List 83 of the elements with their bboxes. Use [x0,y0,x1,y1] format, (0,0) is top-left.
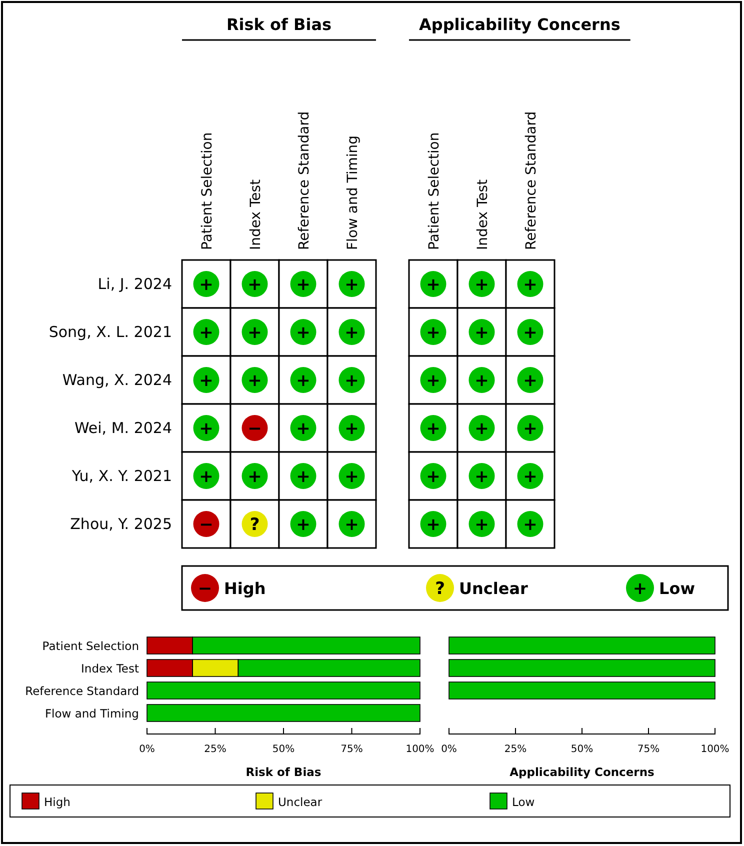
chart-title: Applicability Concerns [419,15,620,34]
x-tick-label: Reference Standard [296,111,312,250]
x-tick-label: Index Test [474,178,491,250]
y-tick-label: Zhou, Y. 2025 [70,515,172,533]
bar [146,704,420,722]
text: + [248,467,262,487]
text: + [199,467,214,487]
y-tick-label: Index Test [81,662,140,676]
bar [146,682,420,700]
text: + [199,323,214,343]
legend-label: Unclear [278,795,322,809]
text: + [426,323,440,343]
text: + [296,371,310,391]
text: + [296,275,310,295]
x-axis-title: Risk of Bias [246,765,322,779]
x-tick-label: 25% [504,744,527,755]
x-tick-label: Index Test [248,178,264,250]
chart-title: Risk of Bias [226,15,332,34]
text: − [248,419,262,439]
y-tick-label: Yu, X. Y. 2021 [70,467,172,485]
text: + [523,419,538,439]
text: + [248,275,262,295]
x-tick-label: 25% [204,744,226,755]
y-tick-label: Wang, X. 2024 [62,371,172,389]
text: + [474,419,489,439]
text: + [344,515,359,535]
text: + [344,371,359,391]
text: Low [659,579,695,598]
y-tick-label: Wei, M. 2024 [74,419,172,437]
x-tick-label: 0% [441,744,457,755]
text: + [344,419,359,439]
text: + [474,371,489,391]
y-tick-label: Li, J. 2024 [98,275,172,293]
text: + [199,419,214,439]
text: + [296,419,310,439]
x-tick-label: 100% [700,744,730,755]
text: + [426,467,440,487]
x-tick-label: 75% [637,744,660,755]
x-tick-label: 100% [406,744,434,755]
text: + [199,371,214,391]
text: ? [250,515,260,535]
text: Unclear [459,579,528,598]
x-axis-title: Applicability Concerns [510,765,655,779]
y-tick-label: Patient Selection [42,639,139,653]
x-tick-label: Flow and Timing [344,136,361,250]
x-tick-label: 75% [340,744,363,755]
text: + [523,275,538,295]
text: + [296,467,310,487]
text: + [248,323,262,343]
text: + [296,323,310,343]
x-tick-label: 50% [272,744,295,755]
text: + [474,515,489,535]
text: + [426,515,440,535]
text: + [344,275,359,295]
text: + [523,371,538,391]
text: ? [435,579,445,599]
x-tick-label: 0% [139,744,155,755]
text: + [199,275,214,295]
legend-label: High [224,579,266,598]
text: + [474,275,489,295]
text: + [296,515,310,535]
text: − [198,579,212,599]
x-tick-label: 50% [570,744,594,755]
x-tick-label: Reference Standard [523,111,540,250]
text: + [474,323,489,343]
text: High [44,795,70,809]
text: + [344,323,359,343]
text: + [426,275,440,295]
y-tick-label: Flow and Timing [44,706,139,720]
text: + [523,515,538,535]
text: + [474,467,489,487]
text: + [426,371,440,391]
text: + [523,467,538,487]
y-tick-label: Reference Standard [25,684,139,698]
text: + [344,467,359,487]
text: + [248,371,262,391]
text: − [199,515,214,535]
x-tick-label: Patient Selection [426,132,442,250]
text: + [426,419,440,439]
text: + [632,579,648,599]
legend-label: Low [512,795,535,809]
y-tick-label: Song, X. L. 2021 [48,323,172,341]
text: + [523,323,538,343]
